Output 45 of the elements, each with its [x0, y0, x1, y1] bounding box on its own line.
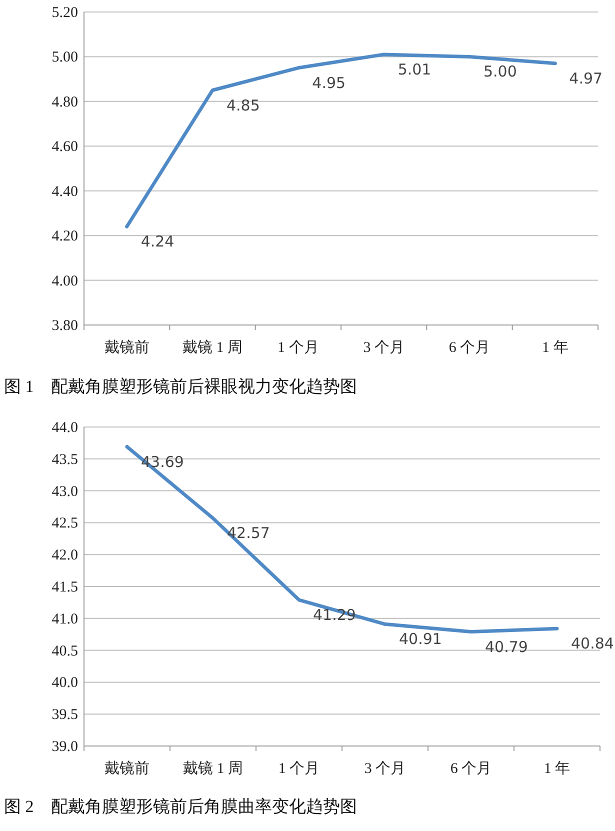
x-tick-label: 6 个月	[448, 339, 490, 356]
data-label: 41.29	[313, 606, 356, 624]
y-tick-label: 5.00	[52, 50, 78, 66]
x-tick-label: 戴镜 1 周	[182, 339, 242, 356]
x-tick-label: 戴镜前	[104, 760, 150, 777]
y-tick-label: 40.5	[52, 643, 78, 660]
y-tick-label: 44.0	[52, 420, 78, 436]
text: 4.97	[569, 69, 603, 88]
x-tick-label: 3 个月	[363, 339, 404, 356]
text: 4.85	[226, 96, 260, 114]
data-label: 40.84	[571, 634, 614, 653]
y-tick-label: 4.60	[52, 139, 78, 156]
data-label: 40.91	[399, 630, 442, 648]
y-tick-label: 42.5	[52, 516, 78, 532]
line-series	[125, 445, 559, 634]
x-tick-label: 1 年	[544, 760, 570, 777]
y-tick-label: 4.80	[52, 94, 78, 110]
y-tick-label: 3.80	[52, 318, 78, 334]
y-tick-label: 40.0	[52, 675, 78, 692]
y-tick-label: 39.5	[52, 707, 78, 724]
y-tick-label: 43.0	[52, 484, 78, 500]
y-tick-label: 4.00	[52, 273, 78, 290]
x-tick-label: 戴镜 1 周	[183, 760, 243, 777]
text: 5.01	[398, 60, 432, 78]
text: 图 2 配戴角膜塑形镜前后角膜曲率变化趋势图	[4, 797, 357, 816]
y-tick-label: 42.0	[52, 548, 78, 564]
x-tick-label: 6 个月	[450, 760, 492, 777]
text: 4.24	[140, 232, 174, 251]
x-tick-label: 1 个月	[278, 760, 320, 777]
x-tick-label: 3 个月	[364, 760, 406, 777]
y-tick-label: 39.0	[52, 739, 78, 755]
text: 图 1 配戴角膜塑形镜前后裸眼视力变化趋势图	[4, 377, 357, 396]
text: 5.00	[484, 62, 517, 81]
text: 4.95	[312, 74, 346, 92]
y-tick-label: 41.0	[52, 611, 78, 628]
y-tick-label: 41.5	[52, 580, 78, 596]
data-label: 40.79	[485, 638, 528, 656]
y-tick-label: 5.20	[52, 5, 78, 21]
x-tick-label: 1 个月	[278, 339, 319, 356]
x-tick-label: 戴镜前	[104, 339, 150, 356]
y-tick-label: 4.40	[52, 184, 78, 200]
x-tick-label: 1 年	[542, 339, 568, 356]
line-series	[125, 52, 557, 228]
y-tick-label: 43.5	[52, 452, 78, 468]
y-tick-label: 4.20	[52, 228, 78, 245]
